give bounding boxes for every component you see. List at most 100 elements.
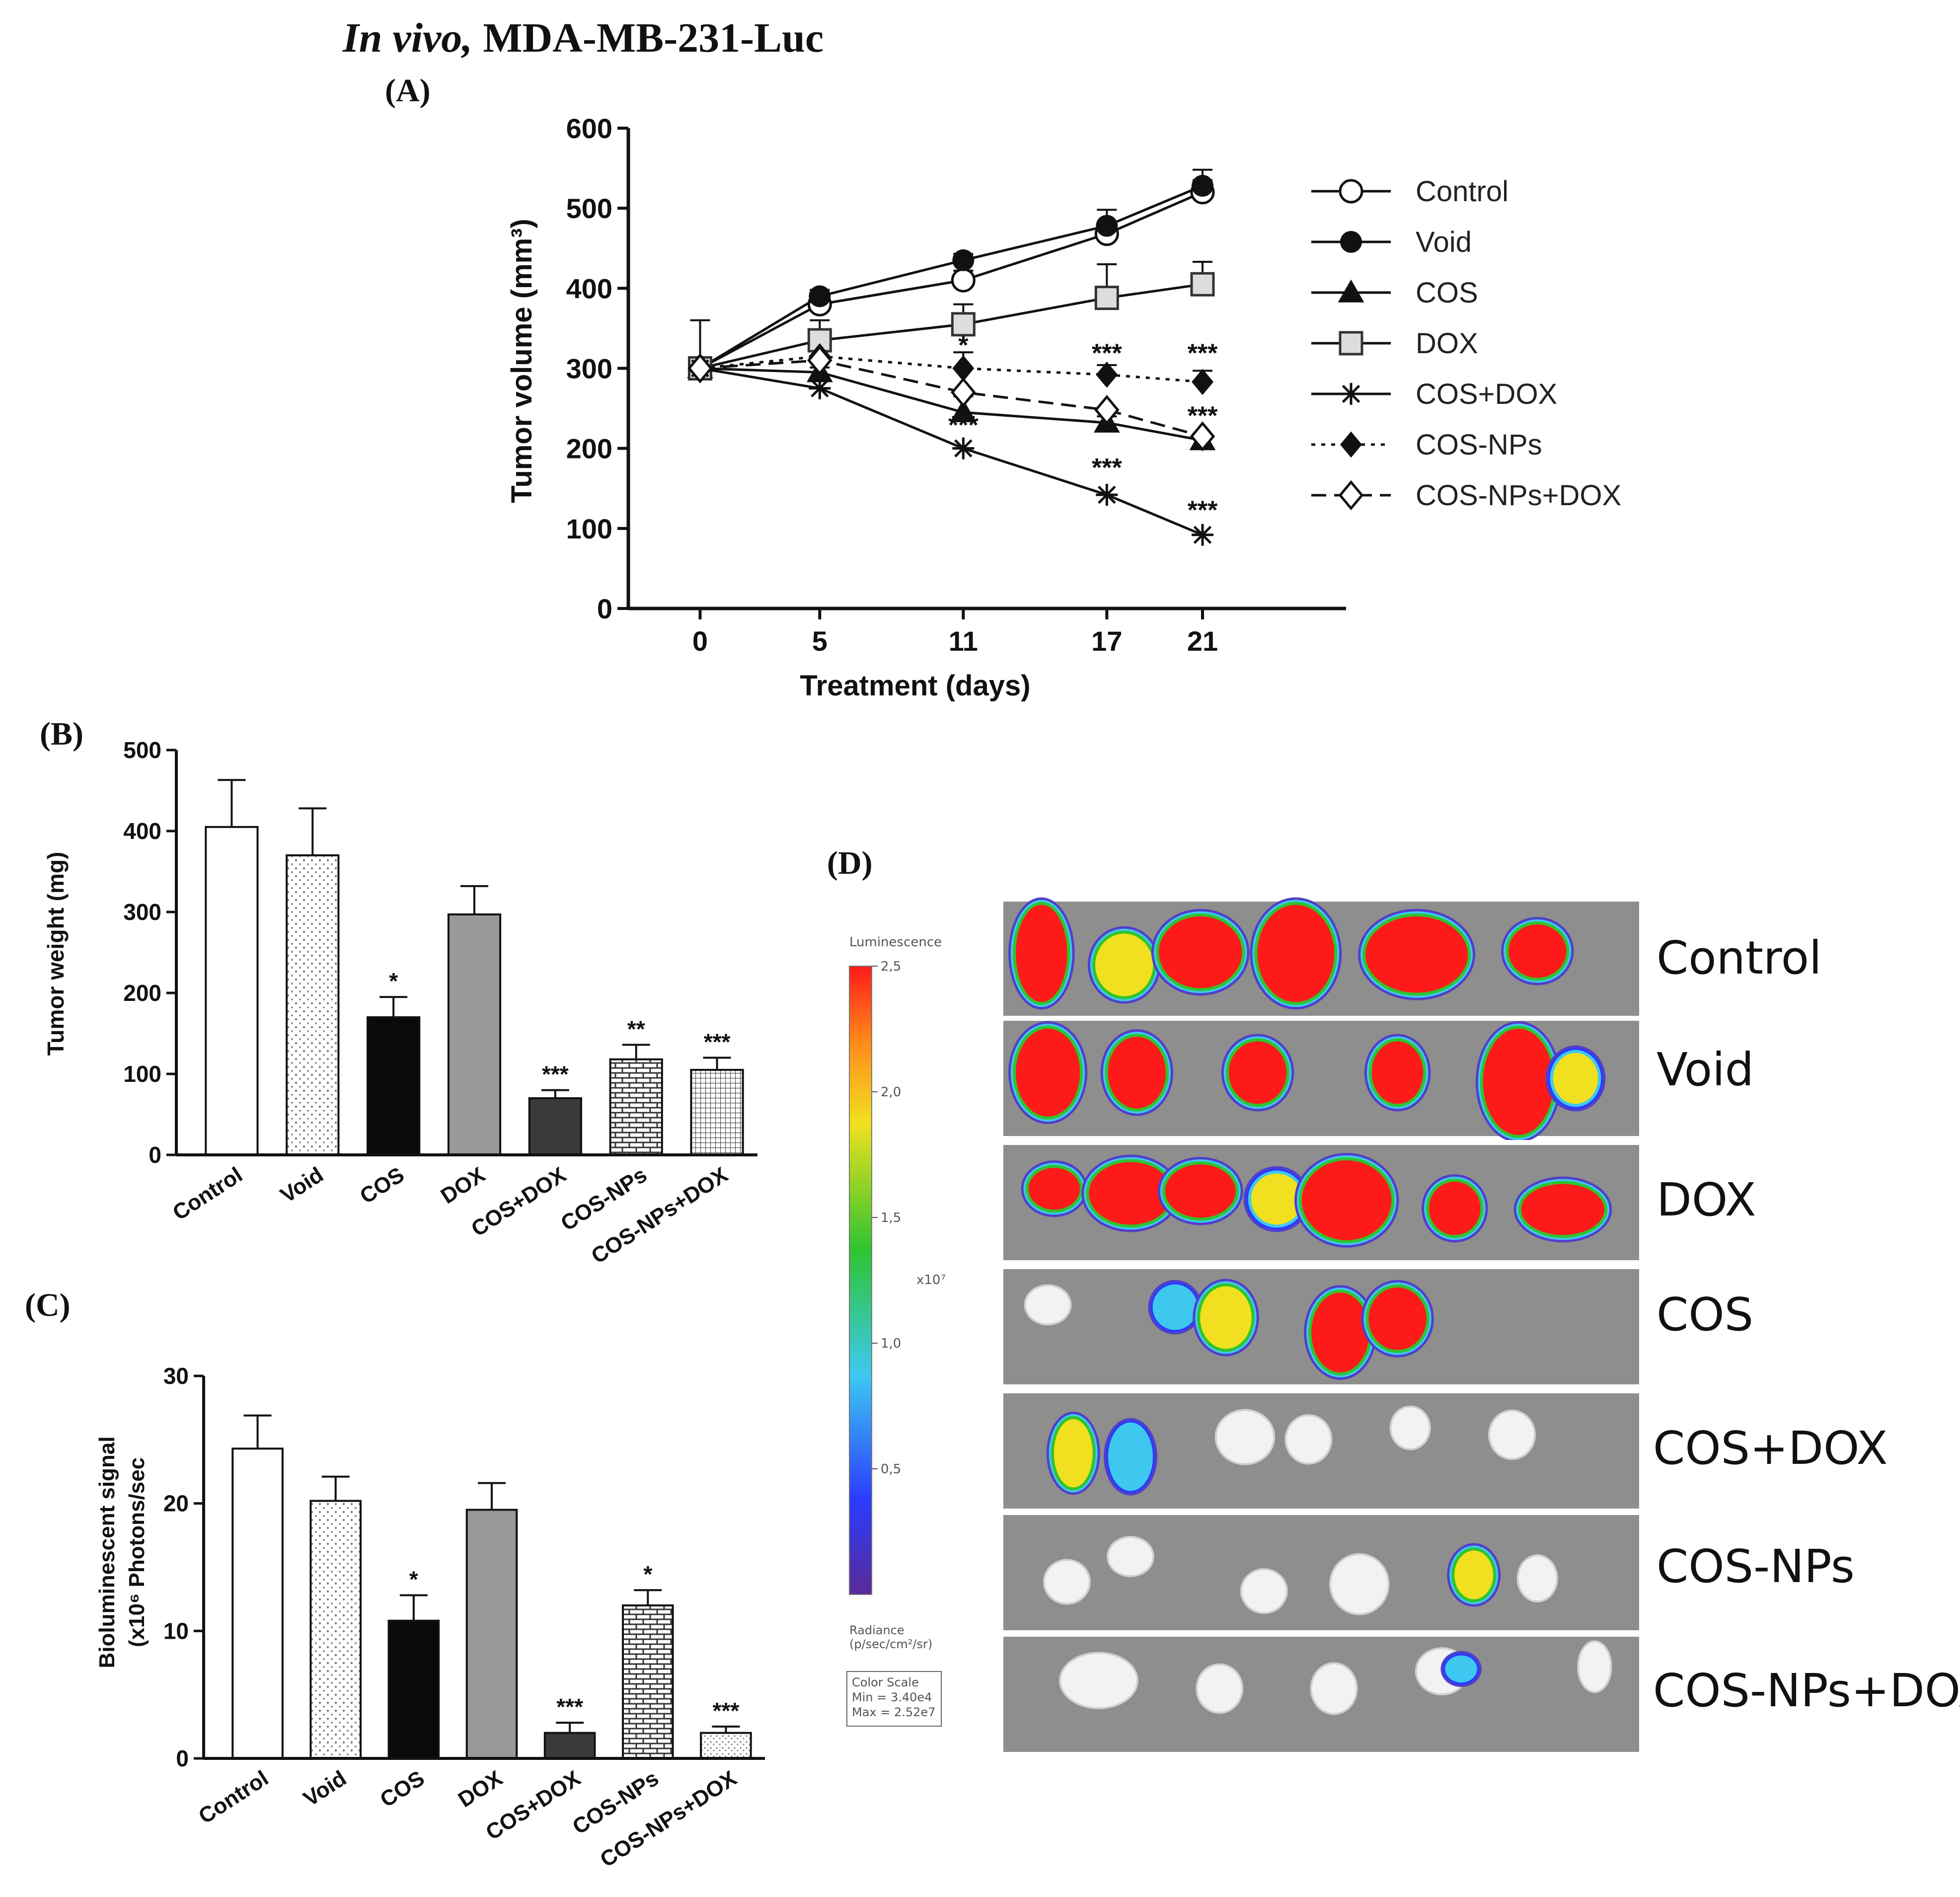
marker-square-open: [1094, 286, 1119, 310]
a-legend-label: DOX: [1416, 327, 1478, 360]
a-x-axis-label: Treatment (days): [800, 670, 1030, 702]
b-bar-rect: [367, 1016, 421, 1156]
imaging-tumor-unlit: [1284, 1414, 1333, 1465]
marker-circle-filled: [1096, 215, 1118, 237]
b-error-bar: [299, 807, 327, 855]
a-legend-label: COS-NPs: [1416, 429, 1542, 461]
colorbar-title: Luminescence: [849, 935, 942, 950]
c-error-bar: [478, 1482, 506, 1510]
a-legend-item-dox: DOX: [1311, 327, 1478, 360]
a-y-tick-label: 600: [566, 113, 612, 144]
signal-core: [1302, 1160, 1392, 1240]
imaging-tumor-signal: [1475, 1021, 1561, 1143]
c-error-bar: [321, 1475, 350, 1501]
imaging-row-cos-dox: [1003, 1393, 1639, 1509]
marker-star: [1340, 383, 1362, 405]
signal-core: [1368, 1287, 1427, 1350]
imaging-row-separator: [1003, 1016, 1639, 1021]
imaging-row-separator: [1003, 1388, 1639, 1393]
marker-circle-filled: [1340, 231, 1362, 253]
panel-label-b: (B): [40, 716, 83, 752]
c-error-bar: [634, 1589, 662, 1605]
a-series-cos-nps-dox: [687, 345, 1215, 452]
colorbar-tick-label: 1,0: [881, 1336, 901, 1351]
signal-core: [1483, 1028, 1554, 1136]
b-bar-rect: [690, 1068, 744, 1156]
imaging-row-void: [1003, 1021, 1639, 1143]
imaging-tumor-unlit: [1516, 1554, 1558, 1603]
a-x-tick-label: 0: [692, 625, 708, 657]
c-significance-mark: *: [409, 1566, 418, 1592]
b-y-tick-label: 300: [123, 899, 161, 925]
imaging-tumor-signal: [1104, 1418, 1157, 1496]
a-y-axis-label: Tumor volume (mm³): [506, 219, 538, 503]
marker-star: [1192, 524, 1213, 546]
c-significance-mark: *: [643, 1561, 652, 1587]
imaging-tumor-signal: [1304, 1285, 1377, 1380]
a-legend-label: COS+DOX: [1416, 378, 1557, 410]
imaging-tumor-unlit: [1329, 1553, 1390, 1615]
imaging-tumor-unlit: [1310, 1662, 1358, 1715]
colorbar-exponent: x10⁷: [916, 1273, 946, 1288]
imaging-tumor-signal: [1447, 1543, 1501, 1607]
signal-core: [1508, 924, 1567, 978]
a-significance-mark: ***: [1092, 339, 1122, 368]
imaging-row-separator: [1003, 1264, 1639, 1269]
b-bar-rect: [447, 913, 502, 1156]
marker-diamond-open: [807, 345, 832, 376]
imaging-label-cos-nps: COS-NPs: [1657, 1540, 1855, 1593]
a-significance-mark: ***: [948, 411, 979, 440]
c-y-axis-label-line2: (x10⁶ Photons/sec: [125, 1457, 149, 1647]
c-bar-rect: [465, 1509, 518, 1759]
b-y-tick-label: 400: [123, 818, 161, 844]
imaging-tumor-signal: [1008, 897, 1075, 1010]
signal-core: [1228, 1041, 1287, 1104]
imaging-label-control: Control: [1657, 931, 1822, 985]
b-significance-mark: ***: [542, 1062, 569, 1087]
figure-title: In vivo, MDA-MB-231-Luc: [343, 14, 824, 62]
imaging-tumor-signal: [1046, 1411, 1100, 1495]
colorbar-tick-label: 1,5: [881, 1211, 901, 1225]
imaging-tumor-signal: [1364, 1034, 1431, 1112]
imaging-row-separator: [1003, 1632, 1639, 1637]
colorbar-tick-label: 0,5: [881, 1462, 901, 1477]
imaging-tumor-signal: [1008, 1021, 1088, 1124]
signal-core: [1257, 905, 1335, 1002]
marker-triangle: [950, 399, 977, 422]
c-y-tick-label: 30: [163, 1363, 189, 1389]
imaging-tumor-unlit: [1214, 1409, 1276, 1465]
marker-diamond-filled: [1096, 361, 1118, 388]
color-scale-title: Color Scale: [852, 1675, 919, 1689]
signal-core: [1016, 1028, 1080, 1117]
signal-core: [1095, 933, 1153, 996]
signal-core: [1311, 1292, 1369, 1373]
marker-diamond-filled: [1192, 369, 1213, 395]
imaging-tumor-unlit: [1024, 1284, 1072, 1326]
imaging-label-cos-nps-dox: COS-NPs+DOX: [1653, 1664, 1960, 1717]
imaging-tumor-unlit: [1196, 1663, 1244, 1714]
color-scale-box: [846, 1671, 942, 1727]
imaging-tumor-signal: [1440, 1651, 1482, 1687]
imaging-tumor-signal: [1513, 1176, 1612, 1243]
b-error-bar: [218, 779, 246, 827]
imaging-label-dox: DOX: [1657, 1173, 1756, 1226]
a-legend-item-control: Control: [1311, 175, 1508, 208]
signal-core: [1429, 1181, 1481, 1235]
a-legend-item-void: Void: [1311, 226, 1472, 258]
signal-core: [1089, 1162, 1172, 1225]
a-legend-item-cos-nps-dox: COS-NPs+DOX: [1311, 479, 1621, 512]
imaging-tumor-signal: [1294, 1152, 1399, 1248]
color-scale-max: Max = 2.52e7: [852, 1705, 935, 1719]
signal-ring-green: [1445, 1655, 1477, 1683]
colorbar-tick-label: 2,5: [881, 959, 901, 974]
imaging-row-separator: [1003, 1140, 1639, 1145]
a-x-tick-label: 17: [1091, 625, 1122, 657]
marker-square-open: [951, 312, 976, 337]
c-y-tick-label: 0: [176, 1745, 189, 1771]
b-y-tick-label: 200: [123, 980, 161, 1006]
b-error-bar: [703, 1057, 731, 1070]
marker-square-open: [1339, 331, 1363, 356]
